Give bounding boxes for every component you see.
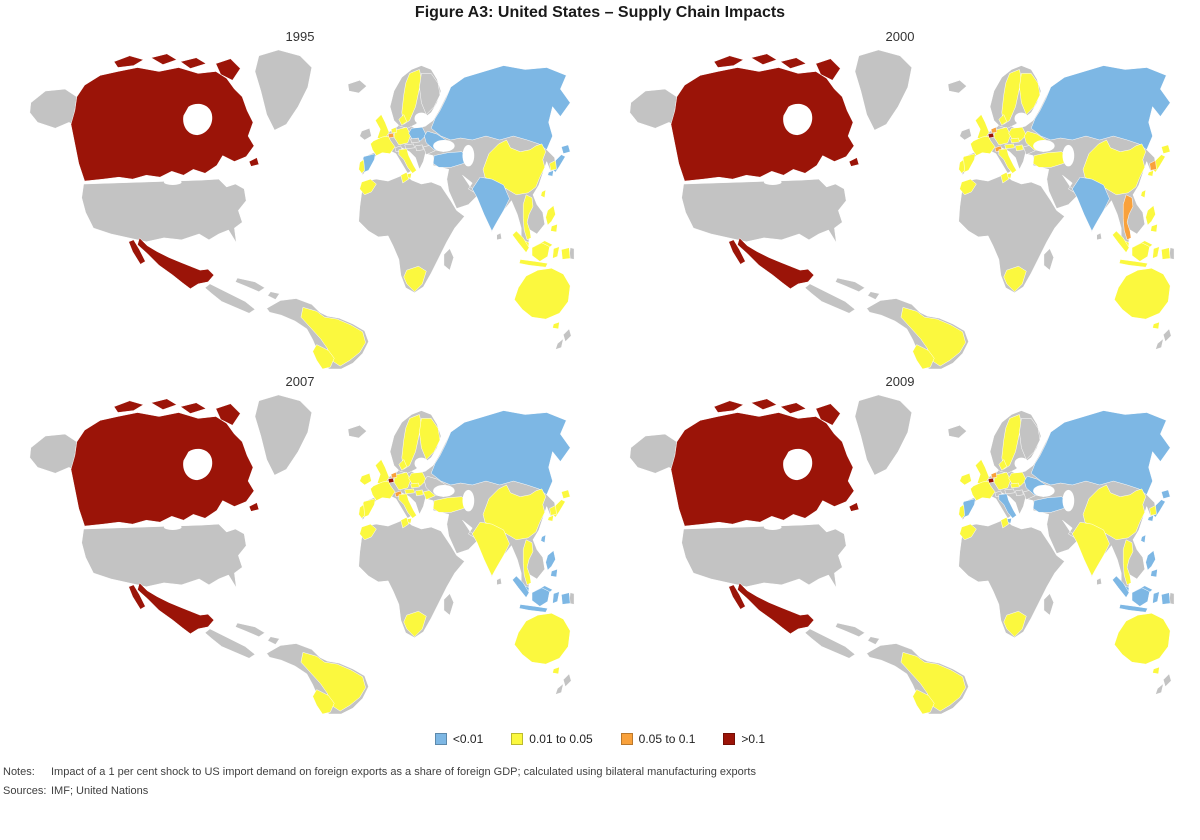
legend-item-005-01: 0.05 to 0.1 [620,732,696,746]
notes-text: Impact of a 1 per cent shock to US impor… [51,766,756,778]
notes-row: Notes: Impact of a 1 per cent shock to U… [3,766,1200,778]
legend: <0.01 0.01 to 0.05 0.05 to 0.1 >0.1 [0,730,1200,748]
world-map-1995 [29,49,575,370]
legend-swatch-yellow [511,733,524,745]
panel-1995: 1995 [0,26,600,371]
legend-item-lt-001: <0.01 [434,732,484,746]
panel-2007: 2007 [0,371,600,716]
notes-label: Notes: [3,766,35,778]
legend-swatch-darkred [723,733,736,745]
world-map-2000 [629,49,1175,370]
sources-label: Sources: [3,785,47,797]
legend-swatch-blue [434,733,447,745]
legend-label: 0.01 to 0.05 [529,732,593,746]
panel-2000: 2000 [600,26,1200,371]
year-label-1995: 1995 [285,29,315,44]
year-label-2009: 2009 [885,374,915,389]
legend-item-gt-01: >0.1 [723,732,765,746]
world-map-2007 [29,394,575,715]
legend-label: 0.05 to 0.1 [638,732,696,746]
footnotes: Notes: Impact of a 1 per cent shock to U… [0,766,1200,804]
world-map-2009 [629,394,1175,715]
legend-label: <0.01 [452,732,484,746]
year-label-2007: 2007 [285,374,315,389]
legend-item-001-005: 0.01 to 0.05 [511,732,593,746]
legend-label: >0.1 [741,732,766,746]
legend-swatch-orange [620,733,633,745]
sources-text: IMF; United Nations [51,785,149,797]
sources-row: Sources: IMF; United Nations [3,785,1200,797]
figure-title: Figure A3: United States – Supply Chain … [414,4,786,21]
map-grid: 1995 2000 2007 2009 [0,26,1200,716]
panel-2009: 2009 [600,371,1200,716]
year-label-2000: 2000 [885,29,915,44]
